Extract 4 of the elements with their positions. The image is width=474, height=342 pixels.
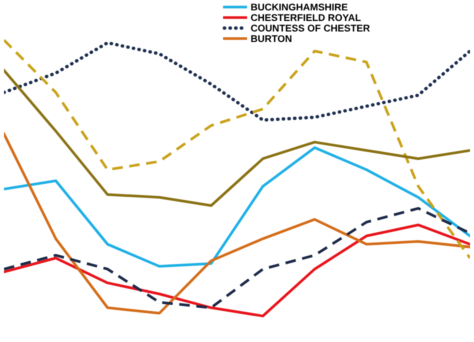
legend-label: CHESTERFIELD ROYAL (251, 14, 361, 22)
legend-label: COUNTESS OF CHESTER (251, 24, 370, 32)
legend-label: BURTON (251, 35, 292, 42)
legend-label: BUCKINGHAMSHIRE (251, 4, 348, 11)
